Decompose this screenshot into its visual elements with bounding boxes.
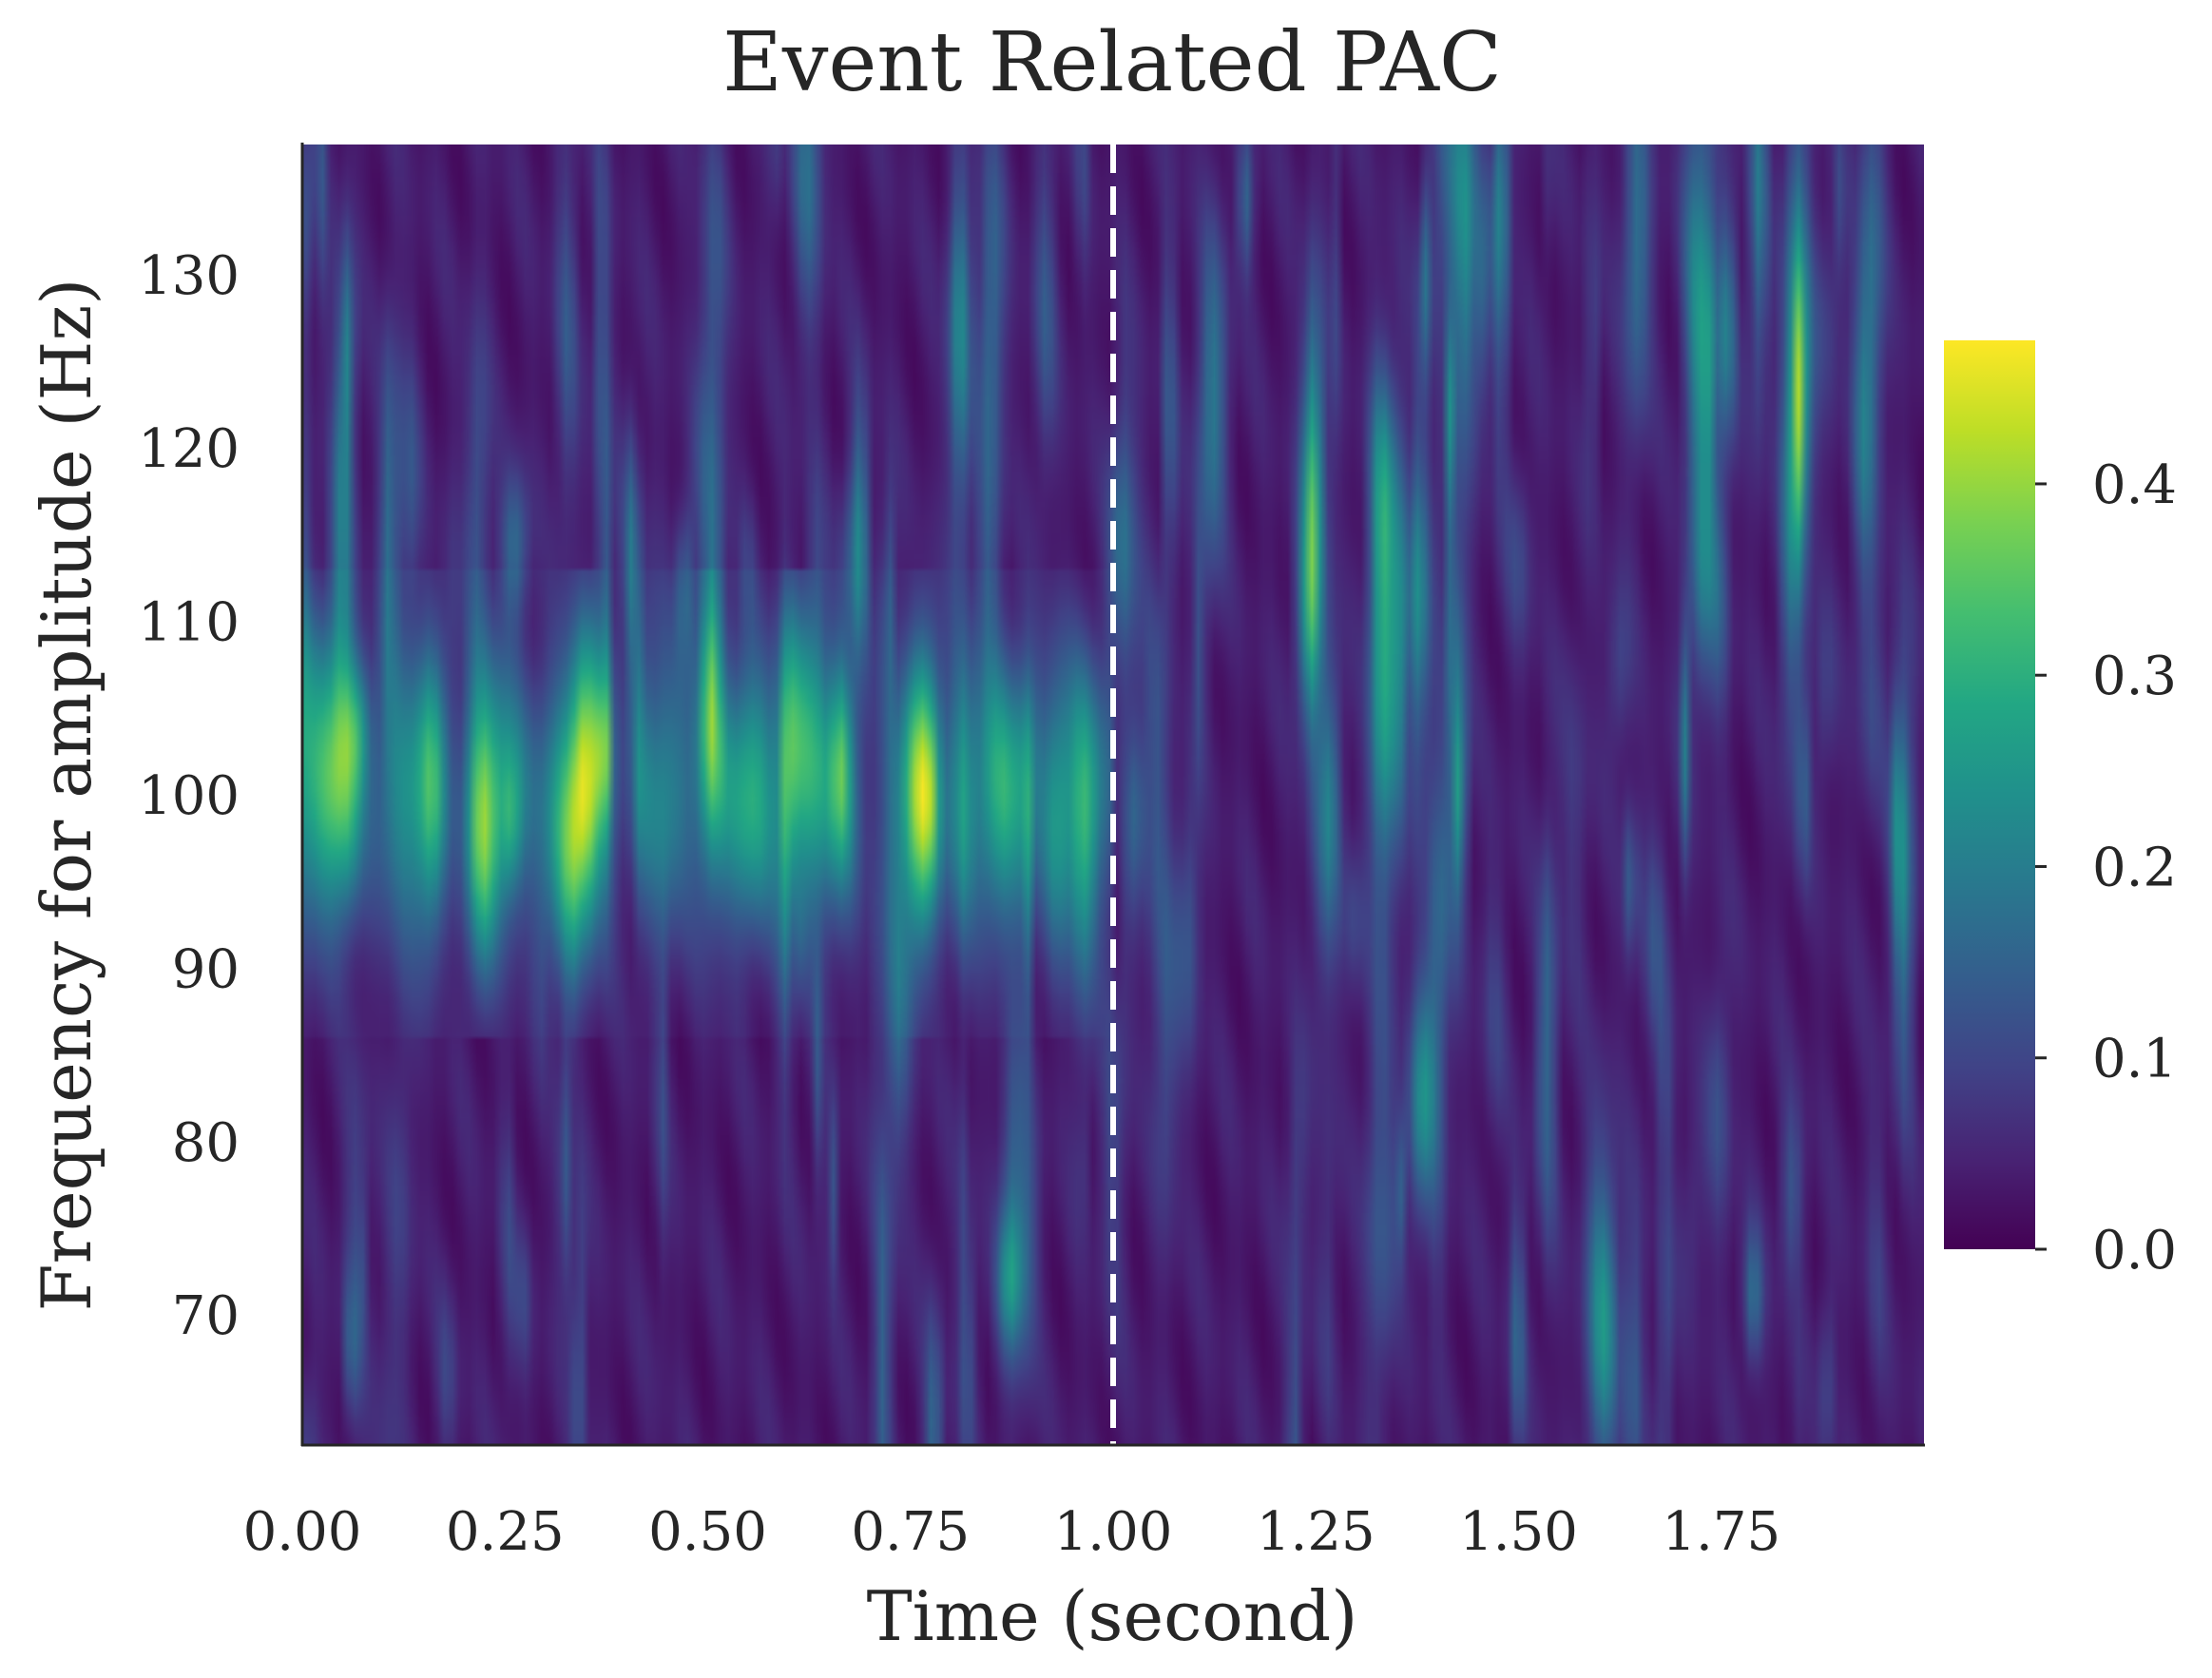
x-tick-label: 1.25 bbox=[1257, 1501, 1375, 1563]
x-tick-label: 0.00 bbox=[243, 1501, 362, 1563]
colorbar-tick-label: 0.1 bbox=[2092, 1029, 2177, 1090]
x-tick-label: 1.50 bbox=[1459, 1501, 1578, 1563]
colorbar-gradient bbox=[1944, 340, 2035, 1249]
chart-title: Event Related PAC bbox=[722, 15, 1502, 110]
y-tick-label: 70 bbox=[172, 1285, 240, 1347]
y-tick-label: 110 bbox=[138, 592, 240, 654]
x-tick-label: 0.75 bbox=[851, 1501, 970, 1563]
colorbar-tick-label: 0.2 bbox=[2092, 837, 2177, 898]
y-tick-labels: 70 80 90 100 110 120 130 bbox=[138, 245, 240, 1347]
x-tick-labels: 0.00 0.25 0.50 0.75 1.00 1.25 1.50 1.75 bbox=[243, 1501, 1780, 1563]
y-tick-label: 130 bbox=[138, 245, 240, 307]
colorbar-tick-label: 0.4 bbox=[2092, 454, 2177, 516]
colorbar-tick-label: 0.0 bbox=[2092, 1220, 2177, 1282]
y-tick-label: 100 bbox=[138, 765, 240, 827]
colorbar-ticks: 0.0 0.1 0.2 0.3 0.4 bbox=[2035, 454, 2177, 1282]
colorbar-tick-label: 0.3 bbox=[2092, 646, 2177, 707]
y-tick-label: 80 bbox=[172, 1112, 240, 1174]
x-tick-label: 0.50 bbox=[648, 1501, 767, 1563]
y-axis-label: Frequency for amplitude (Hz) bbox=[27, 279, 106, 1312]
colorbar: 0.0 0.1 0.2 0.3 0.4 bbox=[1944, 340, 2177, 1282]
x-tick-label: 1.75 bbox=[1662, 1501, 1780, 1563]
x-tick-label: 0.25 bbox=[446, 1501, 565, 1563]
y-tick-label: 120 bbox=[138, 418, 240, 480]
x-axis-label: Time (second) bbox=[867, 1576, 1358, 1656]
y-tick-label: 90 bbox=[172, 938, 240, 1000]
x-tick-label: 1.00 bbox=[1054, 1501, 1173, 1563]
